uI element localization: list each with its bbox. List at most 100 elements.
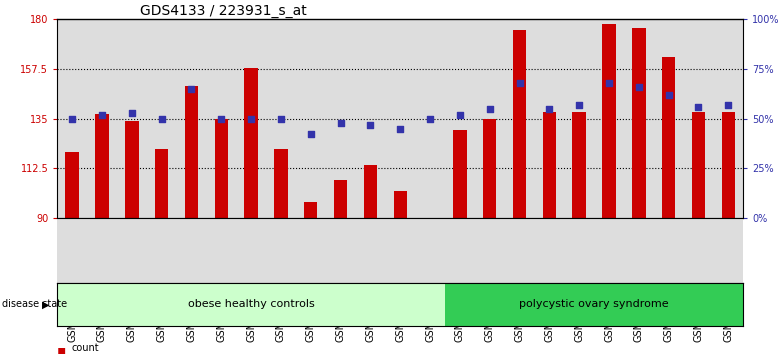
Bar [654,19,684,218]
Bar [176,218,206,283]
Bar [206,19,236,218]
Bar [684,218,713,283]
Point [424,116,437,121]
Bar [594,218,624,283]
Bar [117,218,147,283]
Bar [691,112,705,218]
Bar [245,68,258,218]
Bar [505,218,535,283]
Point [543,106,556,112]
Point [274,116,287,121]
Point [484,106,496,112]
Bar [266,218,296,283]
Bar [453,130,466,218]
Bar [416,19,445,218]
Bar [475,19,505,218]
Bar [385,19,416,218]
Bar [684,19,713,218]
Text: ▶: ▶ [42,299,49,309]
Bar [274,149,288,218]
Bar [215,119,228,218]
Bar [385,218,416,283]
Bar [155,149,169,218]
Bar [445,19,475,218]
Bar [65,152,79,218]
Bar [445,283,743,326]
Text: count: count [71,343,99,353]
Bar [505,19,535,218]
Bar [266,19,296,218]
Bar [364,165,377,218]
Point [334,120,347,125]
Bar [564,19,594,218]
Bar [125,121,139,218]
Bar [535,19,564,218]
Bar [594,19,624,218]
Bar [147,19,176,218]
Bar [296,19,325,218]
Bar [117,19,147,218]
Bar [624,19,654,218]
Bar [721,112,735,218]
Bar [325,218,355,283]
Bar [147,218,176,283]
Bar [236,19,266,218]
Text: disease state: disease state [2,299,67,309]
Bar [325,19,355,218]
Bar [572,112,586,218]
Point [573,102,586,108]
Bar [564,218,594,283]
Point [662,92,675,98]
Bar [602,24,615,218]
Text: ▪: ▪ [57,343,67,354]
Point [722,102,735,108]
Point [185,86,198,92]
Bar [713,218,743,283]
Bar [394,191,407,218]
Point [66,116,78,121]
Point [603,80,615,86]
Point [514,80,526,86]
Bar [483,119,496,218]
Bar [513,30,526,218]
Bar [185,86,198,218]
Point [125,110,138,115]
Bar [57,218,87,283]
Point [245,116,257,121]
Point [215,116,227,121]
Bar [236,218,266,283]
Bar [624,218,654,283]
Bar [57,283,445,326]
Text: polycystic ovary syndrome: polycystic ovary syndrome [519,299,669,309]
Point [692,104,705,109]
Point [394,126,406,131]
Bar [87,218,117,283]
Bar [57,19,87,218]
Bar [296,218,325,283]
Bar [304,202,318,218]
Bar [445,218,475,283]
Bar [632,28,645,218]
Bar [96,114,109,218]
Bar [355,19,385,218]
Bar [713,19,743,218]
Bar [543,112,556,218]
Bar [355,218,385,283]
Point [304,132,317,137]
Bar [654,218,684,283]
Bar [87,19,117,218]
Bar [475,218,505,283]
Bar [416,218,445,283]
Bar [662,57,675,218]
Text: obese healthy controls: obese healthy controls [187,299,314,309]
Point [155,116,168,121]
Point [96,112,108,118]
Point [454,112,466,118]
Text: GDS4133 / 223931_s_at: GDS4133 / 223931_s_at [140,5,307,18]
Bar [206,218,236,283]
Point [633,84,645,90]
Point [364,122,376,127]
Bar [334,180,347,218]
Bar [535,218,564,283]
Bar [176,19,206,218]
